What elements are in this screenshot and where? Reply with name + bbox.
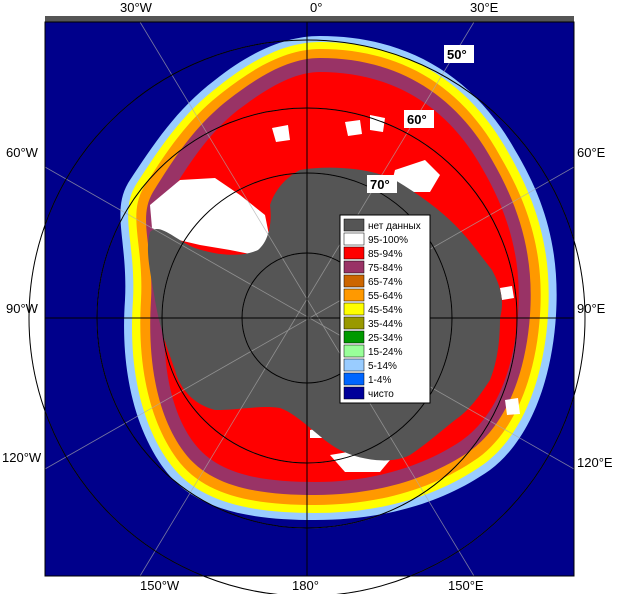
legend-swatch xyxy=(343,260,365,274)
legend-swatch xyxy=(343,288,365,302)
legend-label: 5-14% xyxy=(368,361,397,372)
lat-label-70: 70° xyxy=(370,177,390,192)
legend-swatch xyxy=(343,218,365,232)
legend-swatch xyxy=(343,274,365,288)
label-0-top: 0° xyxy=(310,0,322,15)
label-120w-left: 120°W xyxy=(2,450,42,465)
label-150w-bottom: 150°W xyxy=(140,578,180,593)
legend-swatch xyxy=(343,372,365,386)
legend-swatch xyxy=(343,358,365,372)
label-90w-left: 90°W xyxy=(6,301,39,316)
legend-label: 15-24% xyxy=(368,347,403,358)
ice-patch xyxy=(272,125,290,142)
legend-label: 25-34% xyxy=(368,333,403,344)
label-120e-right: 120°E xyxy=(577,455,613,470)
map-border xyxy=(44,21,575,577)
ice-patch xyxy=(505,398,520,415)
legend: нет данных 95-100% 85-94% 75-84% 65-74% 55-64… xyxy=(339,214,431,404)
lat-label-bg xyxy=(404,110,434,128)
label-180-bottom: 180° xyxy=(292,578,319,593)
ice-patch xyxy=(500,286,514,300)
legend-label: 35-44% xyxy=(368,319,403,330)
map-frame-top xyxy=(45,16,574,22)
label-60e-right: 60°E xyxy=(577,145,606,160)
ice-patch xyxy=(345,120,362,136)
label-90e-right: 90°E xyxy=(577,301,606,316)
legend-swatch xyxy=(343,386,365,400)
lat-label-50: 50° xyxy=(447,47,467,62)
legend-label: 95-100% xyxy=(368,235,408,246)
legend-swatch xyxy=(343,246,365,260)
legend-swatch xyxy=(343,302,365,316)
legend-swatch xyxy=(343,344,365,358)
ice-patches-95-100 xyxy=(150,115,520,472)
lat-label-bg xyxy=(367,175,397,193)
ice-patch xyxy=(392,160,440,192)
latitude-labels: 50° 60° 70° xyxy=(367,45,474,193)
legend-swatch xyxy=(343,232,365,246)
legend-swatch xyxy=(343,330,365,344)
legend-label: 85-94% xyxy=(368,249,403,260)
label-60w-left: 60°W xyxy=(6,145,39,160)
lat-label-60: 60° xyxy=(407,112,427,127)
label-150e-bottom: 150°E xyxy=(448,578,484,593)
label-30w-top: 30°W xyxy=(120,0,153,15)
legend-label: 65-74% xyxy=(368,277,403,288)
legend-label: 55-64% xyxy=(368,291,403,302)
label-30e-top: 30°E xyxy=(470,0,499,15)
legend-label: нет данных xyxy=(368,221,421,232)
ice-patch xyxy=(150,178,270,255)
legend-label: чисто xyxy=(368,389,394,400)
legend-swatch xyxy=(343,316,365,330)
legend-label: 75-84% xyxy=(368,263,403,274)
lat-label-bg xyxy=(444,45,474,63)
ice-patch xyxy=(370,115,385,132)
legend-label: 1-4% xyxy=(368,375,391,386)
legend-label: 45-54% xyxy=(368,305,403,316)
